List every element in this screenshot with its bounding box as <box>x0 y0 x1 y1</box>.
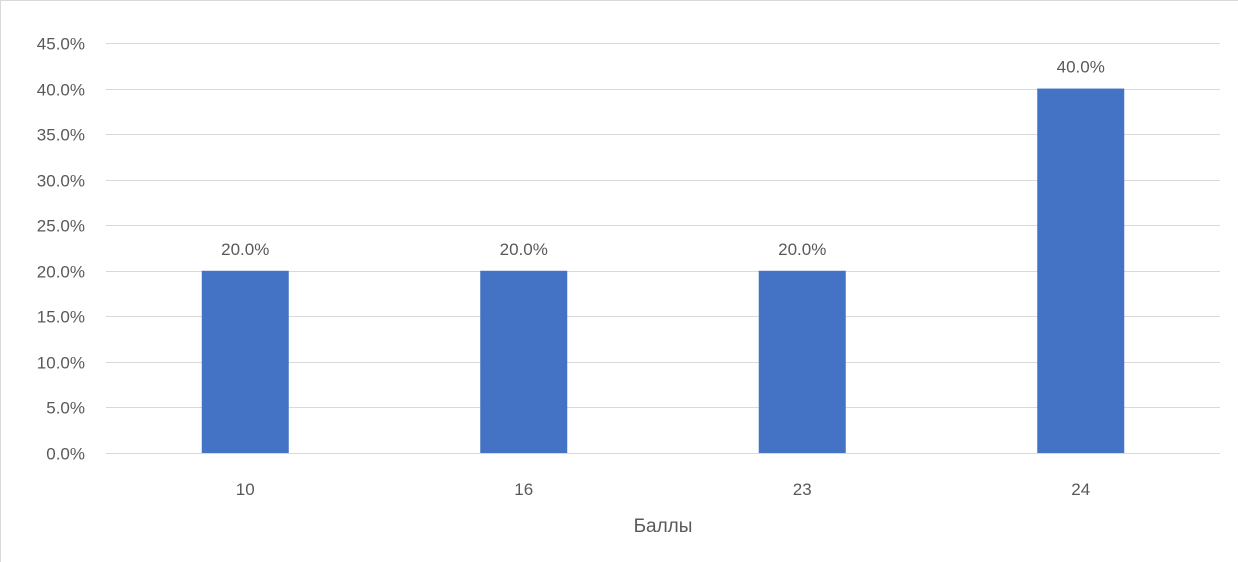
bar <box>201 270 289 453</box>
bar <box>758 270 846 453</box>
x-category-label: 24 <box>1071 480 1090 499</box>
y-tick-label: 40.0% <box>37 81 85 100</box>
data-label: 20.0% <box>778 240 826 259</box>
y-tick-label: 30.0% <box>37 172 85 191</box>
x-category-label: 10 <box>236 480 255 499</box>
y-tick-label: 10.0% <box>37 354 85 373</box>
y-tick-label: 45.0% <box>37 35 85 54</box>
y-tick-label: 0.0% <box>46 445 85 464</box>
data-label: 20.0% <box>500 240 548 259</box>
data-label: 20.0% <box>221 240 269 259</box>
y-tick-label: 35.0% <box>37 126 85 145</box>
y-tick-label: 5.0% <box>46 399 85 418</box>
x-axis-title: Баллы <box>634 516 693 537</box>
y-axis-tick-labels: 0.0% 5.0% 10.0% 15.0% 20.0% 25.0% 30.0% 35.0% 40… <box>37 35 85 464</box>
x-category-label: 16 <box>514 480 533 499</box>
y-tick-label: 15.0% <box>37 308 85 327</box>
bar <box>480 270 568 453</box>
bars <box>201 88 1125 454</box>
y-tick-label: 25.0% <box>37 217 85 236</box>
x-category-label: 23 <box>793 480 812 499</box>
data-labels: 20.0% 20.0% 20.0% 40.0% <box>221 58 1105 259</box>
bar <box>1037 88 1125 454</box>
y-tick-label: 20.0% <box>37 263 85 282</box>
x-axis-category-labels: 10 16 23 24 <box>236 480 1090 499</box>
data-label: 40.0% <box>1057 58 1105 77</box>
gridlines <box>106 43 1220 454</box>
